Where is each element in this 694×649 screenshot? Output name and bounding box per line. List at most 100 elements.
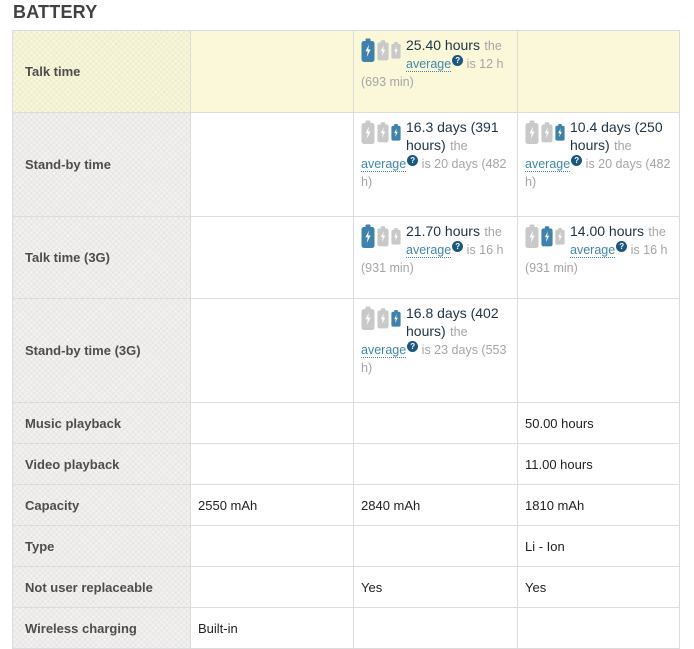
- spec-cell: 2550 mAh: [190, 484, 354, 526]
- average-note: the average? is 20 days (482 h): [525, 139, 670, 189]
- spec-cell-empty: [353, 402, 518, 444]
- average-value: is 16 h (931 min): [361, 243, 504, 276]
- battery-rank-gray-icon: [377, 225, 389, 246]
- table-row: Talk time (3G) 21.70 hours the average? …: [12, 216, 680, 299]
- spec-value: 50.00 hours: [525, 415, 594, 431]
- row-label: Stand-by time (3G): [12, 298, 191, 403]
- spec-cell-empty: [190, 402, 354, 444]
- help-question-icon[interactable]: ?: [452, 55, 464, 66]
- row-label: Talk time (3G): [12, 216, 191, 299]
- spec-cell: 11.00 hours: [517, 443, 680, 485]
- spec-value: 2840 mAh: [361, 497, 421, 513]
- spec-cell: Li - Ion: [517, 525, 680, 567]
- row-label: Video playback: [12, 443, 191, 485]
- average-link[interactable]: average: [406, 57, 452, 73]
- average-link[interactable]: average: [525, 157, 571, 173]
- table-row: Talk time 25.40 hours the average? is 12…: [12, 30, 680, 113]
- help-question-icon[interactable]: ?: [452, 241, 464, 252]
- spec-cell: 21.70 hours the average? is 16 h (931 mi…: [353, 216, 518, 299]
- average-prefix: the: [450, 139, 468, 153]
- average-note: the average? is 12 h (693 min): [361, 39, 504, 89]
- battery-rank-gray-icon: [525, 224, 539, 248]
- spec-cell-empty: [517, 607, 680, 649]
- average-link[interactable]: average: [361, 343, 407, 359]
- row-label: Stand-by time: [12, 112, 191, 217]
- row-label: Not user replaceable: [12, 566, 191, 608]
- battery-rank-blue-icon: [361, 224, 375, 248]
- battery-rank-gray-icon: [541, 121, 553, 142]
- average-link[interactable]: average: [570, 243, 616, 259]
- battery-rank-gray-icon: [361, 120, 375, 144]
- spec-value: 25.40 hours: [406, 37, 480, 53]
- average-value: is 23 days (553 h): [361, 343, 507, 376]
- average-note: the average? is 16 h (931 min): [361, 225, 504, 275]
- spec-cell: 2840 mAh: [353, 484, 518, 526]
- spec-cell: 16.8 days (402 hours) the average? is 23…: [353, 298, 518, 403]
- table-row: Stand-by time 16.3 days (391 hours) the …: [12, 112, 680, 217]
- spec-cell-empty: [190, 298, 354, 403]
- battery-rank-gray-icon: [377, 307, 389, 328]
- battery-rank-gray-icon: [377, 121, 389, 142]
- battery-spec-table: Talk time 25.40 hours the average? is 12…: [12, 30, 680, 649]
- table-row: Stand-by time (3G) 16.8 days (402 hours)…: [12, 298, 680, 403]
- spec-cell-empty: [517, 30, 680, 113]
- help-question-icon[interactable]: ?: [407, 341, 419, 352]
- average-prefix: the: [648, 225, 666, 239]
- battery-rank-icons: [525, 223, 565, 249]
- table-row: Type Li - Ion: [12, 525, 680, 567]
- section-title: BATTERY: [13, 2, 98, 22]
- battery-rank-icons: [525, 119, 565, 145]
- average-prefix: the: [450, 325, 468, 339]
- table-row: Wireless charging Built-in: [12, 607, 680, 649]
- spec-value: 2550 mAh: [198, 497, 258, 513]
- spec-cell: 14.00 hours the average? is 16 h (931 mi…: [517, 216, 680, 299]
- spec-value: 16.3 days (391 hours): [406, 119, 499, 153]
- battery-rank-blue-icon: [361, 38, 375, 62]
- help-question-icon[interactable]: ?: [571, 155, 583, 166]
- row-label: Wireless charging: [12, 607, 191, 649]
- spec-value: Built-in: [198, 620, 238, 636]
- help-question-icon[interactable]: ?: [616, 241, 628, 252]
- spec-cell-empty: [190, 525, 354, 567]
- battery-rank-gray-icon: [555, 227, 565, 245]
- average-note: the average? is 23 days (553 h): [361, 325, 506, 375]
- average-value: is 12 h (693 min): [361, 57, 504, 90]
- help-question-icon[interactable]: ?: [407, 155, 419, 166]
- battery-rank-gray-icon: [377, 39, 389, 60]
- spec-cell-empty: [190, 30, 354, 113]
- row-label: Talk time: [12, 30, 191, 113]
- spec-value: 21.70 hours: [406, 223, 480, 239]
- spec-cell-empty: [353, 443, 518, 485]
- spec-value: Yes: [361, 579, 383, 595]
- table-row: Capacity 2550 mAh 2840 mAh 1810 mAh: [12, 484, 680, 526]
- battery-rank-icons: [361, 119, 401, 145]
- spec-value: 1810 mAh: [525, 497, 585, 513]
- row-label: Capacity: [12, 484, 191, 526]
- average-note: the average? is 16 h (931 min): [525, 225, 668, 275]
- spec-cell: Yes: [517, 566, 680, 608]
- battery-rank-blue-icon: [391, 123, 401, 141]
- row-label: Music playback: [12, 402, 191, 444]
- average-link[interactable]: average: [361, 157, 407, 173]
- average-value: is 20 days (482 h): [361, 157, 507, 190]
- average-value: is 16 h (931 min): [525, 243, 668, 276]
- spec-cell-empty: [190, 216, 354, 299]
- average-link[interactable]: average: [406, 243, 452, 259]
- table-row: Music playback 50.00 hours: [12, 402, 680, 444]
- spec-cell: 1810 mAh: [517, 484, 680, 526]
- battery-rank-icons: [361, 223, 401, 249]
- spec-cell: Built-in: [190, 607, 354, 649]
- average-note: the average? is 20 days (482 h): [361, 139, 506, 189]
- average-value: is 20 days (482 h): [525, 157, 671, 190]
- average-prefix: the: [614, 139, 632, 153]
- spec-cell-empty: [353, 607, 518, 649]
- spec-value: 10.4 days (250 hours): [570, 119, 663, 153]
- battery-rank-blue-icon: [391, 309, 401, 327]
- spec-cell-empty: [190, 443, 354, 485]
- spec-cell: 25.40 hours the average? is 12 h (693 mi…: [353, 30, 518, 113]
- spec-cell-empty: [190, 112, 354, 217]
- spec-cell-empty: [353, 525, 518, 567]
- table-row: Video playback 11.00 hours: [12, 443, 680, 485]
- spec-value: 14.00 hours: [570, 223, 644, 239]
- battery-rank-icons: [361, 37, 401, 63]
